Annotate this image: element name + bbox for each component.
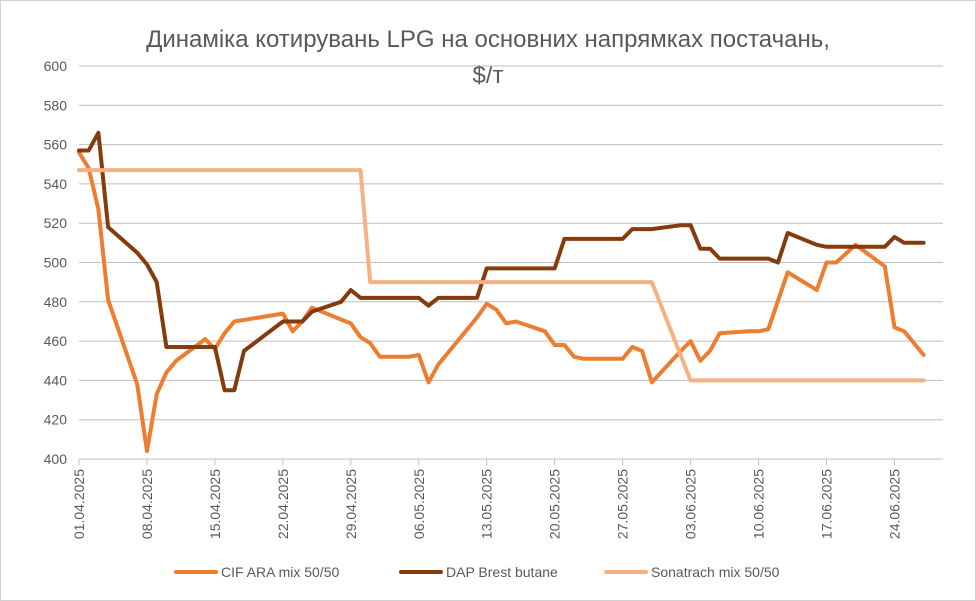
y-tick-label: 400 bbox=[44, 451, 68, 467]
series-lines bbox=[77, 130, 926, 454]
chart-title-line-1: Динаміка котирувань LPG на основних напр… bbox=[146, 26, 830, 53]
x-tick-label: 27.05.2025 bbox=[615, 469, 631, 539]
x-tick-label: 24.06.2025 bbox=[886, 469, 902, 539]
y-tick-label: 580 bbox=[44, 97, 68, 113]
y-tick-label: 600 bbox=[44, 58, 68, 74]
x-tick-label: 20.05.2025 bbox=[547, 469, 563, 539]
gridlines bbox=[79, 65, 943, 421]
legend-label: Sonatrach mix 50/50 bbox=[651, 564, 780, 580]
x-tick-label: 03.06.2025 bbox=[683, 469, 699, 539]
y-tick-label: 540 bbox=[44, 176, 68, 192]
y-tick-label: 520 bbox=[44, 215, 68, 231]
x-tick-label: 10.06.2025 bbox=[751, 469, 767, 539]
legend-label: DAP Brest butane bbox=[446, 564, 558, 580]
legend-label: CIF ARA mix 50/50 bbox=[221, 564, 339, 580]
x-tick-label: 06.05.2025 bbox=[411, 469, 427, 539]
series-line-2 bbox=[77, 130, 926, 393]
y-tick-label: 500 bbox=[44, 255, 68, 271]
y-tick-label: 420 bbox=[44, 412, 68, 428]
y-tick-label: 440 bbox=[44, 372, 68, 388]
x-tick-label: 29.04.2025 bbox=[343, 469, 359, 539]
y-tick-label: 560 bbox=[44, 137, 68, 153]
series-line-3 bbox=[77, 168, 926, 383]
legend: CIF ARA mix 50/50 DAP Brest butane Sonatra… bbox=[174, 564, 780, 580]
x-tick-label: 01.04.2025 bbox=[71, 469, 87, 539]
y-tick-label: 460 bbox=[44, 333, 68, 349]
x-tick-label: 08.04.2025 bbox=[139, 469, 155, 539]
x-tick-label: 17.06.2025 bbox=[819, 469, 835, 539]
y-tick-label: 480 bbox=[44, 294, 68, 310]
x-tick-label: 13.05.2025 bbox=[479, 469, 495, 539]
axes: 400 420 440 460 480 500 520 540 560 580 600 01.04.2… bbox=[44, 58, 943, 539]
x-tick-label: 22.04.2025 bbox=[275, 469, 291, 539]
x-tick-label: 15.04.2025 bbox=[207, 469, 223, 539]
